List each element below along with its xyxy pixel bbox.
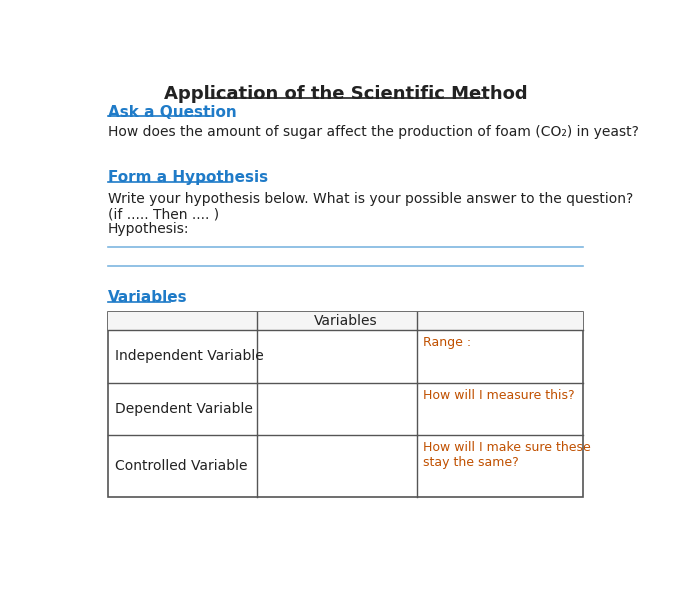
Text: Independent Variable: Independent Variable	[115, 349, 264, 363]
Text: How will I measure this?: How will I measure this?	[423, 389, 575, 402]
Text: How will I make sure these
stay the same?: How will I make sure these stay the same…	[423, 441, 590, 469]
Text: Form a Hypothesis: Form a Hypothesis	[107, 170, 268, 185]
Text: (if ..... Then .... ): (if ..... Then .... )	[107, 207, 218, 221]
Bar	[107, 312, 584, 496]
Text: Range :: Range :	[423, 336, 471, 349]
Text: Write your hypothesis below. What is your possible answer to the question?: Write your hypothesis below. What is you…	[107, 192, 633, 205]
Text: Variables: Variables	[107, 290, 187, 305]
Text: Variables: Variables	[313, 314, 377, 328]
Text: Application of the Scientific Method: Application of the Scientific Method	[164, 85, 527, 103]
Text: Controlled Variable: Controlled Variable	[115, 459, 248, 473]
Text: Dependent Variable: Dependent Variable	[115, 402, 253, 416]
Text: How does the amount of sugar affect the production of foam (CO₂) in yeast?: How does the amount of sugar affect the …	[107, 125, 638, 140]
Text: Hypothesis:: Hypothesis:	[107, 223, 189, 236]
Bar	[107, 312, 584, 330]
Text: Ask a Question: Ask a Question	[107, 105, 237, 119]
